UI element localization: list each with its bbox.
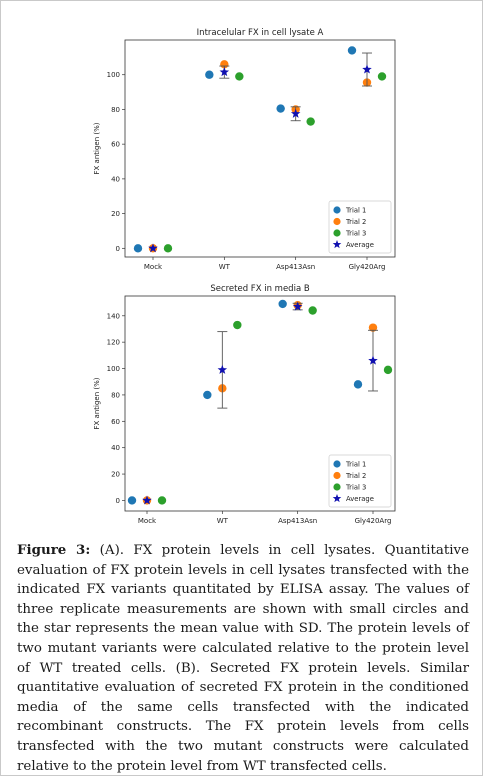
chart-a-ytick-label: 80 [111, 106, 120, 114]
chart-b-average-point [368, 355, 378, 365]
figure-caption: Figure 3: (A). FX protein levels in cell… [17, 541, 469, 776]
chart-a-legend-box [328, 200, 392, 254]
chart-a-average-point [148, 243, 158, 253]
chart-b-xtick-label: Gly420Arg [355, 517, 392, 525]
chart-b-average-point [217, 364, 228, 374]
chart-a-legend-average-marker [332, 240, 342, 249]
chart-b-trial-1-point [278, 299, 287, 309]
chart-b-trial-1-point [127, 496, 137, 505]
chart-a-trial-3-point [306, 117, 315, 126]
chart-b-trial-3-point [157, 496, 167, 505]
chart-b-ytick-label: 0 [116, 497, 120, 505]
chart-a-trial-1-point [276, 104, 285, 113]
chart-a-average-point [290, 108, 301, 118]
chart-b-average-point [142, 495, 152, 505]
chart-a-trial-3-point [377, 72, 387, 81]
chart-b-trial-3-point [383, 365, 393, 375]
chart-a-legend-trial-2-label: Trial 2 [345, 218, 366, 226]
caption-text: (A). FX protein levels in cell lysates. … [17, 543, 469, 774]
chart-b-trial-3-point [233, 320, 242, 330]
chart-b-trial-1-point [203, 390, 212, 400]
chart-b-xtick-label: Asp413Asn [278, 517, 317, 525]
chart-a-legend-trial-3-marker [333, 229, 341, 237]
chart-b-ytick-label: 120 [107, 339, 120, 347]
chart-a-legend-trial-1-label: Trial 1 [345, 207, 366, 215]
chart-b-title: Secreted FX in media B [210, 284, 310, 294]
chart-a-trial-1-point [205, 70, 214, 79]
chart-a-ytick-label: 60 [111, 141, 120, 149]
chart-a-average-point [362, 64, 372, 74]
chart-a-xtick-label: Gly420Arg [349, 263, 386, 271]
chart-a-legend-trial-1-marker [333, 206, 341, 214]
chart-b-trial-1-point [353, 380, 363, 389]
chart-a-legend-trial-3-label: Trial 3 [345, 230, 366, 238]
chart-b-legend-trial-2-label: Trial 2 [345, 472, 366, 480]
chart-b-trial-3-point [308, 306, 317, 315]
chart-a-legend-average-label: Average [346, 241, 374, 249]
caption-label: Figure 3: [17, 542, 91, 558]
chart-a-ytick-label: 0 [116, 245, 120, 253]
chart-a-axes-frame [124, 39, 396, 258]
chart-b-legend-trial-1-marker [333, 460, 341, 468]
chart-b-legend-trial-3-marker [333, 483, 341, 491]
chart-b-legend-trial-3-label: Trial 3 [345, 484, 366, 492]
chart-b-legend-trial-2-marker [333, 471, 341, 480]
chart-b-ytick-label: 140 [107, 312, 120, 320]
chart-a: Intracelular FX in cell lysate A 0 20 40 60 8… [93, 28, 396, 271]
chart-b-ytick-label: 100 [107, 365, 120, 373]
chart-a-trial-1-point [133, 244, 143, 253]
chart-a-legend-trial-2-marker [333, 217, 341, 226]
chart-b-legend-trial-1-label: Trial 1 [345, 461, 366, 469]
chart-a-ylabel: FX antigen (%) [93, 122, 101, 174]
chart-b-axes-frame [124, 295, 396, 512]
chart-b-trial-2-point [368, 323, 378, 332]
chart-b-xtick-label: WT [217, 517, 229, 525]
chart-b-legend-box [328, 454, 392, 508]
chart-b-legend-average-marker [332, 494, 342, 503]
chart-b-ytick-label: 20 [111, 471, 120, 479]
chart-b-average-point [292, 301, 303, 311]
chart-a-xtick-label: WT [219, 263, 231, 271]
chart-a-ytick-label: 100 [107, 71, 120, 79]
chart-a-ytick-label: 20 [111, 210, 120, 218]
chart-b-ytick-label: 60 [111, 418, 120, 426]
chart-b-xtick-label: Mock [138, 517, 157, 525]
chart-a-ytick-label: 40 [111, 175, 120, 183]
chart-b-legend-average-label: Average [346, 495, 374, 503]
chart-a-title: Intracelular FX in cell lysate A [197, 28, 324, 38]
chart-a-average-point [219, 67, 230, 77]
chart-a-trial-3-point [235, 72, 244, 81]
chart-b-ytick-label: 40 [111, 444, 120, 452]
chart-a-xtick-label: Mock [144, 263, 163, 271]
chart-a-trial-3-point [163, 244, 173, 253]
chart-a-xtick-label: Asp413Asn [276, 263, 315, 271]
chart-a-trial-1-point [347, 46, 357, 55]
chart-b-ylabel: FX antigen (%) [93, 377, 101, 429]
chart-b-ytick-label: 80 [111, 391, 120, 399]
chart-b: Secreted FX in media B 0 20 40 60 80 100 120 140… [93, 284, 396, 525]
